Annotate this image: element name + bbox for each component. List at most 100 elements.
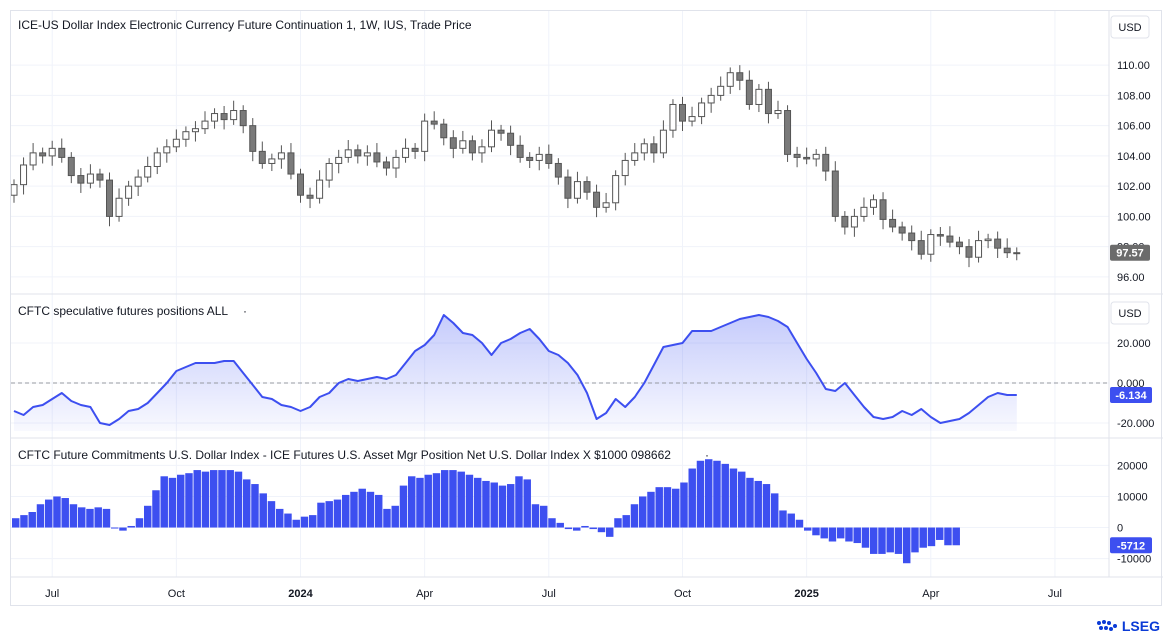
candlestick — [430, 111, 438, 130]
bar — [795, 519, 804, 528]
candle-body — [898, 226, 906, 234]
price-pane-title: ICE-US Dollar Index Electronic Currency … — [18, 18, 472, 32]
bar — [20, 515, 28, 528]
candlestick — [201, 111, 209, 134]
candlestick — [39, 147, 47, 164]
asset-mgr-axis-tick: 20000 — [1117, 460, 1148, 472]
candlestick — [679, 96, 686, 131]
bar — [127, 525, 135, 528]
candle-body — [984, 238, 992, 242]
bar — [812, 527, 820, 536]
price-currency-label: USD — [1118, 22, 1141, 34]
candle-body — [201, 120, 209, 130]
candlestick — [86, 164, 94, 189]
candlestick — [583, 176, 591, 200]
candle-body — [860, 206, 868, 217]
candlestick — [784, 105, 792, 162]
candlestick — [812, 149, 820, 167]
candle-body — [430, 120, 438, 125]
candle-body — [803, 156, 811, 160]
bar — [894, 527, 903, 554]
candle-body — [946, 235, 954, 243]
bar — [432, 473, 441, 528]
bar — [729, 468, 738, 528]
cftc-speculative-menu-dot[interactable]: · — [243, 304, 247, 318]
candle-body — [153, 152, 161, 167]
candle-body — [994, 238, 1002, 249]
bar — [226, 470, 234, 528]
cftc-currency-button[interactable]: USD — [1110, 301, 1150, 325]
candlestick — [144, 156, 152, 183]
candle-body — [593, 191, 601, 208]
candle-body — [325, 162, 333, 181]
candlestick — [573, 171, 581, 204]
bar — [218, 470, 226, 528]
time-axis-tick: 2024 — [288, 588, 313, 600]
candle-body — [363, 152, 371, 157]
bar — [441, 470, 449, 528]
candlestick — [115, 188, 123, 222]
candle-body — [1013, 252, 1021, 255]
bar — [185, 473, 193, 528]
candle-body — [774, 110, 782, 115]
candlestick — [955, 236, 963, 255]
candlestick — [392, 149, 400, 178]
bar — [804, 527, 812, 531]
bar — [746, 477, 754, 528]
bar — [86, 508, 94, 528]
bar — [507, 484, 515, 528]
candlestick — [382, 156, 390, 176]
bar — [490, 482, 498, 528]
bar — [449, 470, 457, 528]
candlestick — [96, 168, 104, 188]
candlestick — [363, 145, 371, 166]
cftc-asset-mgr-menu-dot[interactable]: · — [705, 448, 709, 462]
candlestick — [373, 143, 381, 168]
candle-body — [554, 162, 562, 178]
bar — [61, 498, 69, 528]
candle-body — [258, 150, 266, 164]
candle-body — [287, 152, 295, 175]
candlestick — [316, 170, 324, 204]
candle-body — [545, 153, 553, 164]
candle-body — [1003, 247, 1011, 254]
bar — [276, 508, 284, 528]
price-axis-tick: 106.00 — [1117, 121, 1151, 133]
candle-body — [831, 170, 839, 217]
candlestick — [917, 230, 925, 260]
bar — [754, 480, 762, 528]
cftc-asset-mgr-pane: -10000 0 10000 20000 — [12, 459, 1151, 566]
candlestick — [936, 226, 944, 246]
bar — [243, 479, 251, 528]
bar — [135, 518, 144, 528]
candlestick — [325, 158, 333, 188]
bar — [45, 499, 53, 528]
candlestick — [755, 84, 763, 113]
candlestick — [459, 130, 467, 154]
bar — [465, 474, 474, 528]
last-value-labels: 97.57 -6.134 -5712 — [1110, 244, 1152, 554]
candlestick — [841, 211, 849, 235]
candlestick — [822, 146, 830, 181]
bar — [762, 484, 771, 528]
bar — [556, 522, 564, 528]
chart-frame: 96.0098.00100.00102.00104.00106.00108.00… — [10, 10, 1163, 606]
price-currency-button[interactable]: USD — [1110, 15, 1150, 39]
time-axis-tick: 2025 — [794, 588, 818, 600]
time-axis: Jul Oct 2024 Apr Jul Oct 2025 Apr Jul — [45, 588, 1062, 600]
bar — [672, 488, 680, 528]
bar — [259, 493, 267, 528]
candlestick — [602, 192, 610, 213]
bar — [300, 516, 309, 528]
cftc-axis-tick: -20.000 — [1117, 418, 1154, 430]
candle-body — [726, 72, 734, 87]
bar — [870, 527, 878, 554]
candlestick — [211, 108, 219, 129]
bar — [639, 496, 647, 528]
candlestick — [335, 149, 343, 174]
candle-body — [277, 152, 285, 160]
candle-body — [640, 143, 648, 154]
candlestick — [994, 231, 1002, 258]
candlestick — [163, 139, 171, 163]
